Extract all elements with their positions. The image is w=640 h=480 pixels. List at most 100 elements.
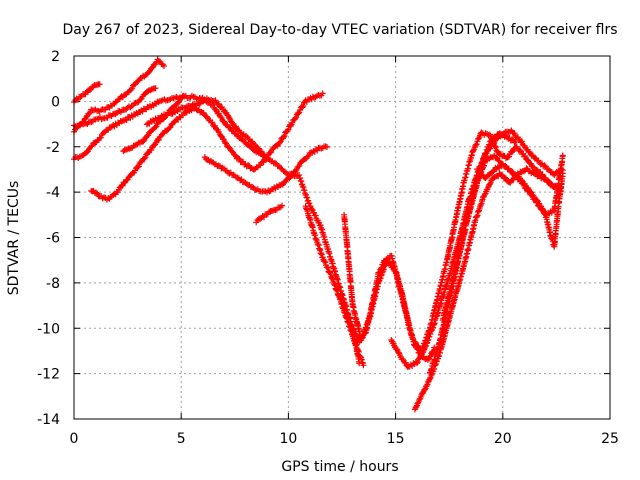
data-point — [97, 134, 104, 141]
data-point — [148, 64, 155, 71]
data-point — [431, 344, 438, 351]
data-point — [501, 174, 508, 181]
data-point — [511, 130, 518, 137]
data-point — [127, 86, 134, 93]
data-point — [155, 99, 162, 106]
data-point — [506, 153, 512, 160]
data-point — [212, 122, 218, 129]
x-tick-label: 20 — [494, 431, 512, 447]
data-point — [541, 162, 548, 169]
data-point — [235, 155, 242, 162]
data-point — [166, 124, 173, 131]
data-point — [292, 115, 299, 122]
data-point — [360, 362, 367, 369]
y-tick-label: -4 — [46, 185, 60, 201]
data-point — [378, 265, 384, 272]
data-point — [534, 197, 541, 204]
x-tick-label: 25 — [601, 431, 619, 447]
y-tick-label: -12 — [37, 367, 60, 383]
data-point — [209, 119, 216, 126]
data-point — [312, 212, 319, 219]
plot-frame — [73, 55, 611, 420]
series-6 — [120, 92, 187, 155]
series-3 — [71, 92, 363, 367]
data-point — [327, 270, 334, 277]
data-point — [112, 99, 119, 106]
data-point — [93, 189, 100, 196]
data-point — [419, 390, 426, 396]
data-point — [272, 159, 278, 166]
data-point — [473, 141, 480, 148]
y-tick-label: -2 — [46, 140, 60, 156]
data-point — [280, 134, 287, 141]
data-point — [152, 124, 159, 131]
data-point — [226, 124, 233, 131]
x-tick-label: 0 — [70, 431, 79, 447]
data-point — [153, 123, 160, 130]
data-point — [226, 144, 233, 151]
data-point — [470, 147, 477, 154]
x-tick-label: 10 — [279, 431, 297, 447]
data-point — [413, 403, 420, 410]
data-point — [559, 170, 566, 177]
data-point — [140, 138, 147, 145]
data-point — [267, 149, 274, 156]
data-point — [123, 117, 130, 124]
data-point — [152, 85, 159, 92]
y-tick-label: -6 — [46, 231, 60, 247]
series-13 — [411, 165, 564, 413]
x-tick-label: 5 — [177, 431, 186, 447]
data-point — [146, 69, 152, 75]
series-15 — [439, 152, 566, 323]
data-series — [71, 56, 566, 413]
data-point — [518, 138, 525, 145]
data-point — [285, 126, 292, 133]
data-point — [293, 114, 300, 121]
chart-title: Day 267 of 2023, Sidereal Day-to-day VTE… — [62, 22, 617, 38]
data-point — [414, 360, 420, 367]
series-2 — [71, 85, 159, 130]
data-point — [480, 193, 487, 200]
series-4 — [143, 95, 270, 162]
data-point — [167, 124, 174, 131]
series-0 — [71, 81, 103, 105]
data-point — [421, 386, 428, 393]
data-point — [276, 139, 283, 146]
data-point — [293, 166, 300, 173]
data-point — [279, 202, 285, 209]
data-point — [322, 259, 329, 266]
data-point — [232, 123, 239, 130]
data-point — [88, 143, 95, 150]
data-point — [384, 256, 391, 263]
data-point — [96, 81, 103, 88]
grid — [74, 56, 610, 419]
data-point — [319, 90, 326, 97]
data-point — [300, 103, 307, 109]
data-point — [295, 110, 302, 117]
data-point — [217, 113, 224, 120]
series-1 — [71, 56, 167, 135]
data-point — [145, 149, 152, 156]
data-point — [426, 353, 433, 360]
data-point — [128, 85, 135, 92]
series-8 — [253, 202, 285, 226]
data-point — [493, 154, 500, 161]
data-point — [324, 144, 330, 150]
data-point — [268, 148, 275, 155]
data-point — [142, 154, 149, 161]
data-point — [535, 172, 542, 179]
series-16 — [474, 161, 566, 250]
data-point — [498, 172, 505, 178]
data-point — [296, 162, 303, 169]
data-point — [522, 153, 529, 159]
data-point — [281, 132, 288, 139]
data-point — [483, 186, 490, 193]
data-point — [257, 162, 264, 169]
data-point — [252, 141, 259, 148]
data-point — [238, 176, 245, 183]
series-11 — [349, 252, 438, 363]
data-point — [161, 63, 167, 69]
y-tick-label: -8 — [46, 276, 60, 292]
series-7 — [201, 143, 330, 196]
